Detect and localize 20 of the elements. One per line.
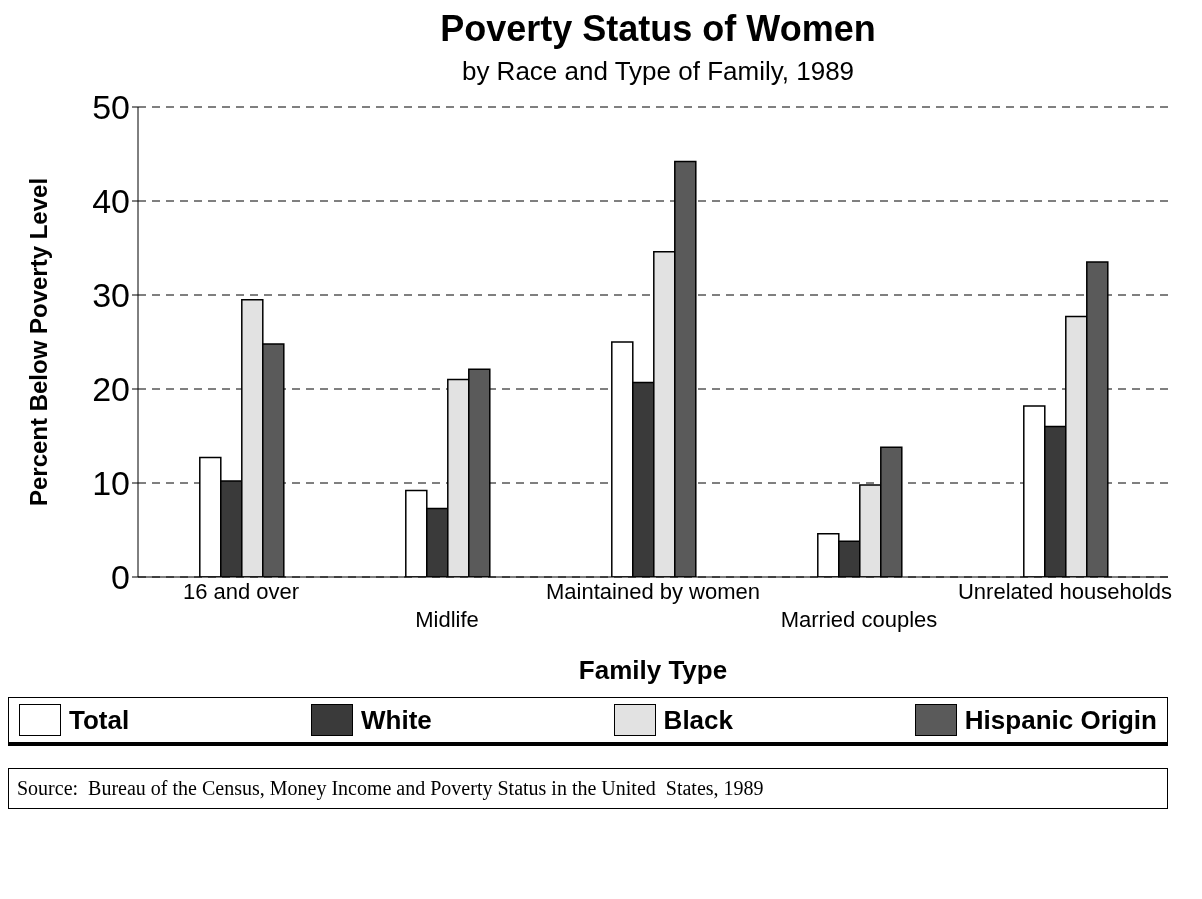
y-tick-label: 30 (92, 276, 130, 315)
chart-title: Poverty Status of Women (439, 8, 877, 50)
y-tick-label: 10 (92, 464, 130, 503)
chart-subtitle: by Race and Type of Family, 1989 (460, 56, 856, 87)
x-tick-label: Midlife (415, 607, 479, 632)
x-tick-label: Unrelated households (957, 579, 1173, 604)
y-tick-label: 50 (92, 88, 130, 127)
source-note: Source: Bureau of the Census, Money Income and Poverty Status in the United States, 1989 (8, 768, 1168, 809)
legend-label: Total (69, 704, 130, 736)
legend-label: Black (663, 704, 733, 736)
x-axis-title: Family Type (578, 655, 728, 685)
legend-label: Hispanic Origin (964, 704, 1157, 736)
y-tick-label: 20 (92, 370, 130, 409)
y-axis-title: Percent Below Poverty Level (24, 177, 52, 507)
x-tick-label: 16 and over (182, 579, 300, 604)
x-tick-label: Maintained by women (545, 579, 761, 604)
legend-label: White (361, 704, 432, 736)
y-tick-label: 40 (92, 182, 130, 221)
x-tick-label: Married couples (780, 607, 938, 632)
y-tick-label: 0 (111, 558, 130, 597)
